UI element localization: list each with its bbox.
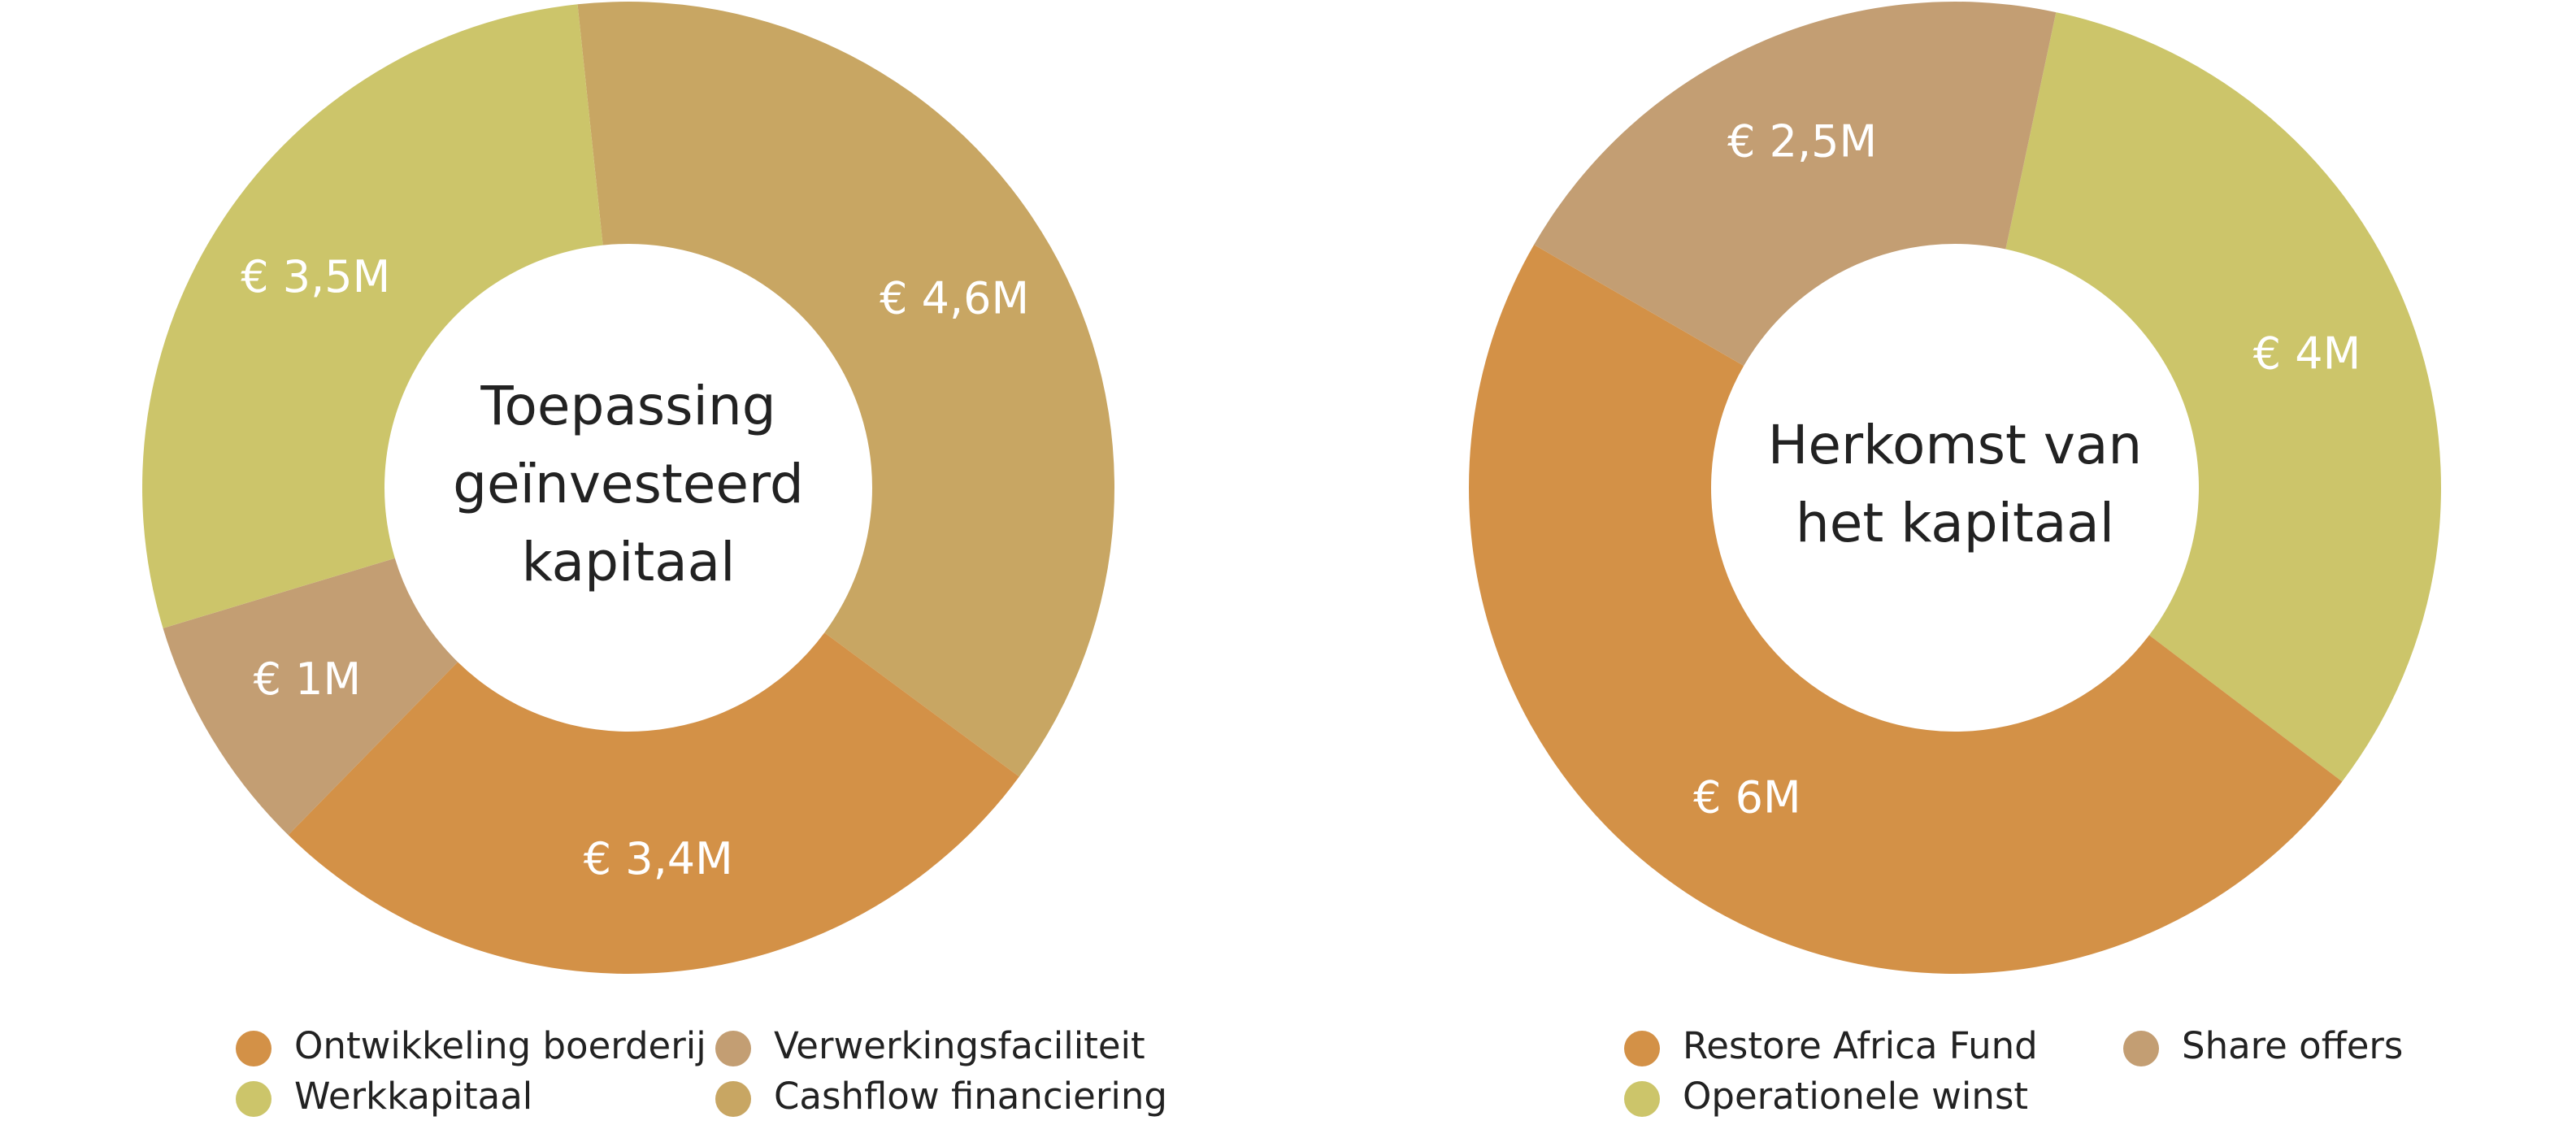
legend-item-restore-africa-fund: Restore Africa Fund [1624,1024,2038,1067]
slice-verwerkingsfaciliteit [163,558,458,836]
chart-center-title: het kapitaal [1796,492,2114,554]
legend-label: Werkkapitaal [294,1075,532,1118]
legend-item-werkkapitaal: Werkkapitaal [236,1075,532,1118]
legend-item-operationele-winst: Operationele winst [1624,1075,2028,1118]
legend-item-share-offers: Share offers [2123,1024,2403,1067]
chart-center-title: kapitaal [522,531,736,593]
legend-label: Share offers [2182,1024,2403,1067]
legend-swatch [1624,1081,1660,1117]
slice-restore-africa-fund [1468,245,2343,975]
slice-value-label: € 3,5M [241,251,390,302]
legend-label: Ontwikkeling boerderij [294,1024,706,1067]
legend-item-ontwikkeling-boerderij: Ontwikkeling boerderij [236,1024,706,1067]
legend-swatch [715,1031,751,1066]
slice-ontwikkeling-boerderij [288,632,1019,974]
legend-swatch [236,1031,272,1066]
legend-label: Operationele winst [1683,1075,2028,1118]
legend-swatch [715,1081,751,1117]
slice-operationele-winst [2005,12,2441,782]
slice-value-label: € 1M [254,654,361,705]
legend-label: Restore Africa Fund [1683,1024,2038,1067]
slice-value-label: € 4,6M [880,272,1029,324]
slice-cashflow-financiering [577,1,1114,777]
chart-center-title: geïnvesteerd [453,453,804,515]
legend-item-cashflow-financiering: Cashflow financiering [715,1075,1167,1118]
slice-value-label: € 2,5M [1727,116,1877,167]
legend-swatch [2123,1031,2159,1066]
chart-center-title: Herkomst van [1768,414,2143,476]
slice-value-label: € 4M [2253,328,2361,380]
donut-chart-2: € 4M € 6M € 2,5M Herkomst van het kapitaal Re… [1468,1,2441,1118]
legend-swatch [1624,1031,1660,1066]
slice-werkkapitaal [141,4,603,628]
legend-label: Verwerkingsfaciliteit [774,1024,1145,1067]
slice-value-label: € 6M [1693,771,1801,823]
slice-share-offers [1534,1,2057,366]
chart-center-title: Toepassing [480,375,775,437]
legend-label: Cashflow financiering [774,1075,1167,1118]
legend-item-verwerkingsfaciliteit: Verwerkingsfaciliteit [715,1024,1145,1067]
slice-value-label: € 3,4M [584,833,733,884]
donut-chart-1: € 4,6M € 3,4M € 1M € 3,5M Toepassing geïnvest… [141,1,1167,1118]
legend-swatch [236,1081,272,1117]
